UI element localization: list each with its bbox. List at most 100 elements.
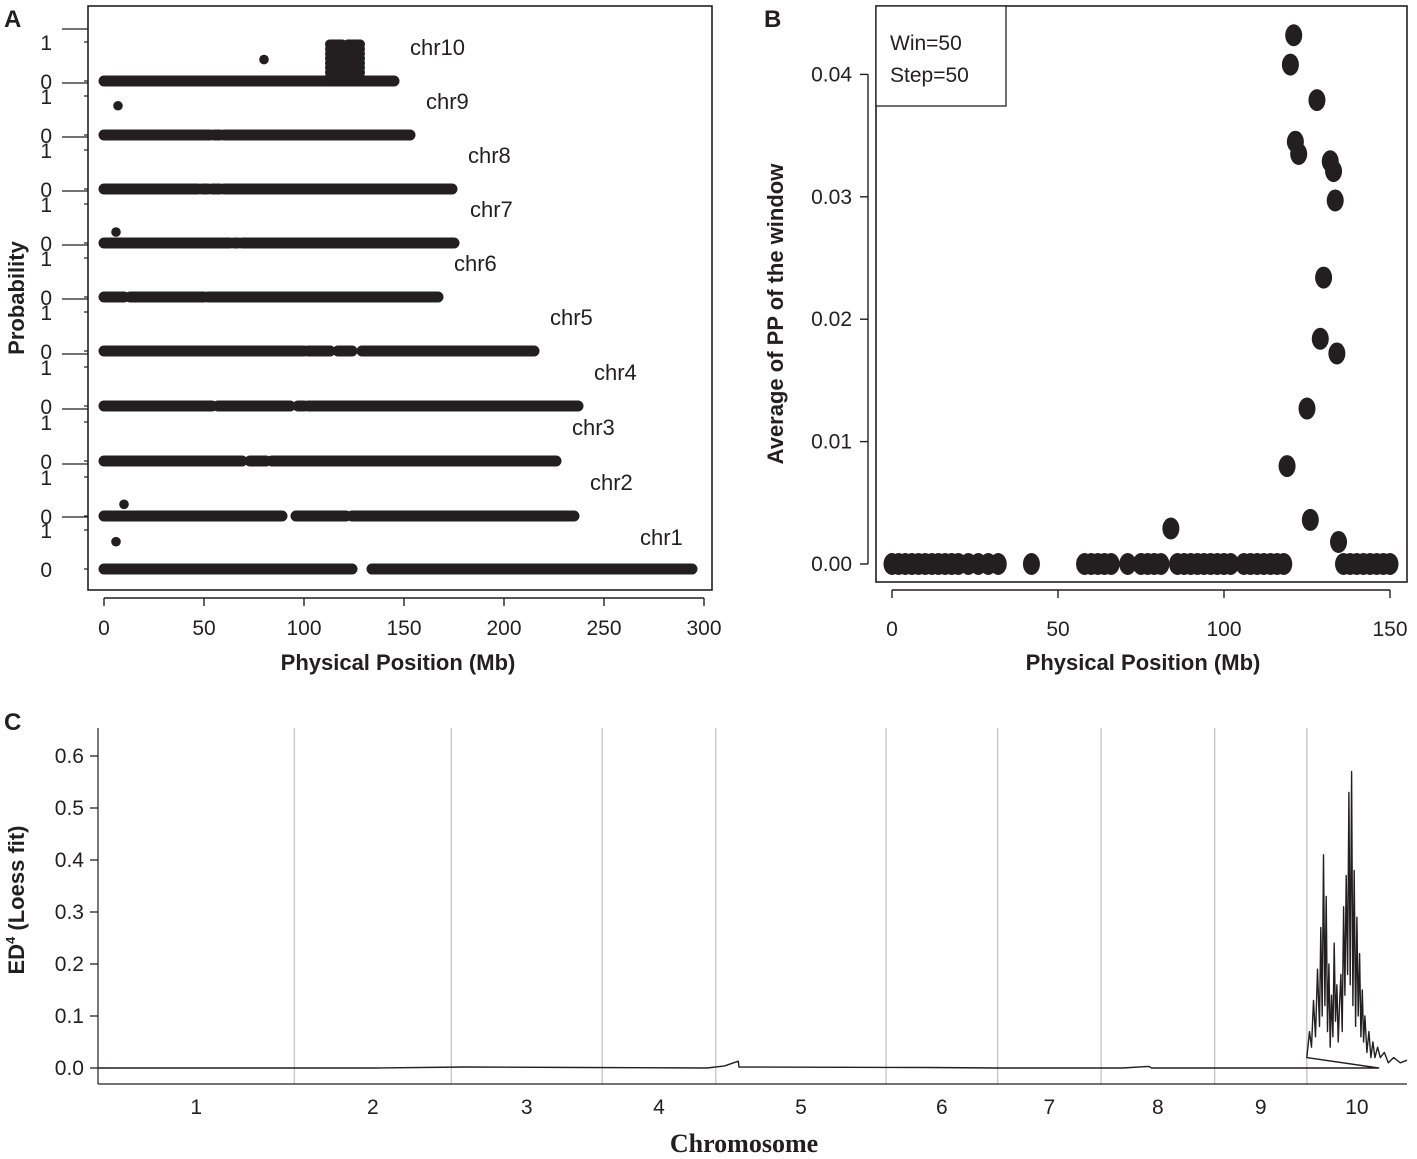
panel-a-ytick-label-chr4-0: 0 bbox=[40, 396, 52, 419]
panel-b-point bbox=[1325, 160, 1343, 183]
panel-a-ytick-label-chr1-1: 1 bbox=[40, 520, 52, 543]
panel-b-zero-point bbox=[1381, 553, 1399, 575]
panel-b-zero-point bbox=[1022, 553, 1040, 575]
panel-a-track-chr9: 0 1 chr9 bbox=[40, 82, 469, 148]
panel-a-ytick-label-chr8-1: 1 bbox=[40, 140, 52, 163]
panel-a-ytick-label-chr10-0: 0 bbox=[40, 71, 52, 94]
panel-c-chromosome-label-8: 8 bbox=[1152, 1096, 1164, 1119]
panel-b-x-axis-title: Physical Position (Mb) bbox=[1026, 650, 1261, 675]
panel-a-track-chr2: 0 1 chr2 bbox=[40, 463, 633, 529]
panel-a-chr-label-chr3: chr3 bbox=[572, 415, 615, 440]
panel-c-letter: C bbox=[4, 709, 21, 736]
panel-c-chromosome-label-3: 3 bbox=[521, 1096, 533, 1119]
panel-a-chr-label-chr9: chr9 bbox=[426, 89, 469, 114]
panel-a-chr-label-chr2: chr2 bbox=[590, 470, 633, 495]
panel-a-point-chr2-0 bbox=[119, 499, 129, 510]
panel-a-point-chr1-0 bbox=[111, 536, 121, 547]
panel-a-xtick-label-50: 50 bbox=[192, 617, 215, 640]
panel-a-y-axis-title: Probability bbox=[4, 240, 29, 354]
panel-b-ytick-label-0.00: 0.00 bbox=[811, 553, 852, 576]
panel-b-points bbox=[883, 24, 1399, 575]
panel-a-chr-label-chr4: chr4 bbox=[594, 360, 637, 385]
panel-b-point bbox=[1330, 530, 1348, 553]
panel-a-ytick-label-chr9-0: 0 bbox=[40, 125, 52, 148]
panel-a-point-chr9-0 bbox=[113, 100, 123, 111]
panel-a-ytick-label-chr3-0: 0 bbox=[40, 451, 52, 474]
panel-b-xtick-label-0: 0 bbox=[886, 618, 898, 641]
panel-b-xtick-label-100: 100 bbox=[1206, 618, 1241, 641]
panel-a-frame bbox=[87, 5, 713, 591]
panel-b-point bbox=[1162, 517, 1180, 540]
panel-b-point bbox=[1311, 327, 1329, 350]
panel-a-ytick-label-chr7-0: 0 bbox=[40, 233, 52, 256]
panel-c-y-axis-title-suffix: (Loess fit) bbox=[4, 825, 29, 936]
panel-c-ytick-label-0.6: 0.6 bbox=[55, 745, 84, 768]
panel-a-track-chr5: 0 1 chr5 bbox=[40, 298, 593, 364]
panel-c-chromosome-label-6: 6 bbox=[936, 1096, 948, 1119]
panel-b-xtick-label-150: 150 bbox=[1372, 618, 1407, 641]
panel-a-track-chr4: 0 1 chr4 bbox=[40, 353, 637, 419]
panel-c-ytick-label-0.1: 0.1 bbox=[55, 1005, 84, 1028]
panel-c-chromosome-dividers bbox=[293, 728, 1308, 1084]
panel-b-legend-step: Step=50 bbox=[890, 64, 969, 87]
panel-c-x-axis-title: Chromosome bbox=[670, 1129, 818, 1158]
panel-a-ytick-label-chr6-0: 0 bbox=[40, 287, 52, 310]
panel-c-ytick-label-0.4: 0.4 bbox=[55, 849, 85, 872]
panel-b-letter: B bbox=[764, 6, 781, 33]
panel-a-ytick-label-chr6-1: 1 bbox=[40, 248, 52, 271]
panel-b-ytick-label-0.04: 0.04 bbox=[811, 63, 852, 86]
panel-a-ytick-label-chr1-0: 0 bbox=[40, 559, 52, 582]
panel-a-xtick-label-100: 100 bbox=[286, 617, 321, 640]
panel-b-zero-point bbox=[1152, 553, 1170, 575]
panel-a-track-chr1: 0 1 chr1 bbox=[40, 516, 698, 582]
panel-b-ytick-label-0.02: 0.02 bbox=[811, 308, 852, 331]
panel-a-track-chr3: 0 1 chr3 bbox=[40, 408, 615, 474]
panel-b-xtick-label-50: 50 bbox=[1046, 618, 1069, 641]
panel-a-track-chr7: 0 1 chr7 bbox=[40, 190, 513, 256]
panel-c-y-axis-title-main: ED bbox=[4, 944, 29, 975]
panel-a-ytick-label-chr2-1: 1 bbox=[40, 467, 52, 490]
panel-c: C 1 2 3 4 5 6 7 8 9 10 0.0 0.1 0.2 0.3 0.4 0.5 0.6 Chrom… bbox=[3, 709, 1408, 1158]
panel-b-point bbox=[1281, 53, 1299, 76]
panel-b-zero-point bbox=[1222, 553, 1240, 575]
panel-b-x-axis: 0 50 100 150 bbox=[886, 589, 1408, 641]
panel-a-ytick-label-chr8-0: 0 bbox=[40, 179, 52, 202]
panel-c-chromosome-label-7: 7 bbox=[1044, 1096, 1056, 1119]
panel-a-track-chr6: 0 1 chr6 bbox=[40, 244, 497, 310]
panel-a-track-chr8: 0 1 chr8 bbox=[40, 136, 511, 202]
panel-a-ytick-label-chr7-1: 1 bbox=[40, 194, 52, 217]
panel-a-chr-label-chr8: chr8 bbox=[468, 143, 511, 168]
panel-a-ytick-label-chr10-1: 1 bbox=[40, 32, 52, 55]
panel-c-ytick-label-0.3: 0.3 bbox=[55, 901, 84, 924]
panel-c-y-axis-title-sup: 4 bbox=[3, 936, 18, 944]
panel-b-zero-point bbox=[1102, 553, 1120, 575]
panel-b-y-axis-title: Average of PP of the window bbox=[763, 163, 788, 465]
panel-a-xtick-label-250: 250 bbox=[586, 617, 621, 640]
panel-c-chromosome-label-2: 2 bbox=[367, 1096, 379, 1119]
panel-c-axes: 1 2 3 4 5 6 7 8 9 10 0.0 0.1 0.2 0.3 0.4 0.5 0.6 bbox=[55, 728, 1407, 1119]
panel-b-point bbox=[1326, 189, 1344, 212]
panel-a-xtick-label-150: 150 bbox=[386, 617, 421, 640]
panel-c-chromosome-label-1: 1 bbox=[190, 1096, 202, 1119]
panel-b-point bbox=[1308, 89, 1326, 112]
panel-a-chr-label-chr10: chr10 bbox=[410, 35, 465, 60]
panel-c-chromosome-label-5: 5 bbox=[795, 1096, 807, 1119]
panel-a-chr-label-chr7: chr7 bbox=[470, 197, 513, 222]
panel-c-ytick-label-0.5: 0.5 bbox=[55, 797, 84, 820]
panel-b-point bbox=[1315, 266, 1333, 289]
panel-c-chromosome-label-4: 4 bbox=[653, 1096, 665, 1119]
panel-b-point bbox=[1328, 342, 1346, 365]
panel-b: B Win=50 Step=50 0 50 100 150 0.000.010.020… bbox=[763, 5, 1408, 675]
panel-a-ytick-label-chr5-0: 0 bbox=[40, 341, 52, 364]
panel-c-y-axis-title: ED4 (Loess fit) bbox=[3, 825, 29, 974]
panel-a-ytick-label-chr3-1: 1 bbox=[40, 412, 52, 435]
panel-c-ytick-label-0.2: 0.2 bbox=[55, 953, 84, 976]
panel-b-point bbox=[1298, 397, 1316, 420]
panel-b-legend-box bbox=[875, 5, 1007, 107]
panel-b-point bbox=[1301, 508, 1319, 531]
panel-a-point-chr10-0 bbox=[259, 54, 269, 65]
panel-a-point-chr7-0 bbox=[111, 227, 121, 237]
panel-a-chr-label-chr5: chr5 bbox=[550, 305, 593, 330]
